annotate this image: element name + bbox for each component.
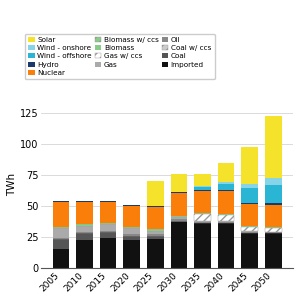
Bar [147, 230, 164, 234]
Bar [265, 205, 282, 227]
Bar [194, 222, 211, 223]
Bar [194, 190, 211, 191]
Bar [265, 233, 282, 268]
Bar [242, 188, 258, 203]
Bar [171, 173, 187, 192]
Bar [52, 202, 69, 227]
Bar [76, 226, 93, 232]
Bar [100, 232, 116, 238]
Bar [218, 191, 234, 214]
Bar [123, 205, 140, 206]
Bar [218, 223, 234, 268]
Bar [194, 173, 211, 186]
Bar [171, 222, 187, 268]
Bar [218, 190, 234, 191]
Bar [123, 241, 140, 268]
Bar [76, 224, 93, 226]
Bar [76, 232, 93, 233]
Bar [265, 203, 282, 205]
Bar [265, 232, 282, 233]
Bar [147, 239, 164, 268]
Bar [52, 239, 69, 249]
Bar [100, 238, 116, 268]
Bar [100, 201, 116, 202]
Legend: Solar, Wind - onshore, Wind - offshore, Hydro, Nuclear, Biomass w/ ccs, Biomass,: Solar, Wind - onshore, Wind - offshore, … [25, 34, 214, 79]
Bar [194, 220, 211, 222]
Bar [52, 227, 69, 228]
Bar [265, 228, 282, 232]
Bar [147, 234, 164, 236]
Bar [194, 186, 211, 187]
Bar [100, 230, 116, 232]
Bar [52, 228, 69, 238]
Bar [265, 185, 282, 203]
Bar [218, 215, 234, 221]
Bar [194, 223, 211, 268]
Bar [242, 232, 258, 233]
Bar [242, 231, 258, 232]
Bar [194, 187, 211, 190]
Bar [147, 236, 164, 239]
Bar [123, 227, 140, 228]
Bar [242, 226, 258, 227]
Bar [76, 202, 93, 224]
Bar [52, 201, 69, 202]
Bar [100, 223, 116, 224]
Bar [242, 184, 258, 188]
Bar [100, 202, 116, 223]
Bar [123, 206, 140, 227]
Bar [123, 236, 140, 241]
Bar [194, 191, 211, 213]
Bar [100, 224, 116, 230]
Bar [218, 222, 234, 223]
Bar [147, 206, 164, 207]
Bar [76, 241, 93, 268]
Bar [218, 182, 234, 184]
Bar [265, 178, 282, 185]
Bar [218, 221, 234, 222]
Bar [147, 229, 164, 230]
Y-axis label: TWh: TWh [7, 172, 17, 196]
Bar [218, 184, 234, 190]
Bar [52, 249, 69, 268]
Bar [171, 192, 187, 193]
Bar [194, 214, 211, 220]
Bar [123, 234, 140, 236]
Bar [171, 219, 187, 220]
Bar [218, 163, 234, 182]
Bar [265, 227, 282, 228]
Bar [194, 213, 211, 214]
Bar [147, 181, 164, 206]
Bar [171, 193, 187, 216]
Bar [218, 214, 234, 215]
Bar [242, 227, 258, 231]
Bar [242, 204, 258, 226]
Bar [76, 201, 93, 202]
Bar [171, 216, 187, 217]
Bar [123, 228, 140, 234]
Bar [147, 207, 164, 229]
Bar [171, 220, 187, 222]
Bar [242, 233, 258, 268]
Bar [76, 233, 93, 241]
Bar [242, 202, 258, 204]
Bar [265, 116, 282, 178]
Bar [52, 238, 69, 239]
Bar [171, 217, 187, 219]
Bar [242, 147, 258, 184]
